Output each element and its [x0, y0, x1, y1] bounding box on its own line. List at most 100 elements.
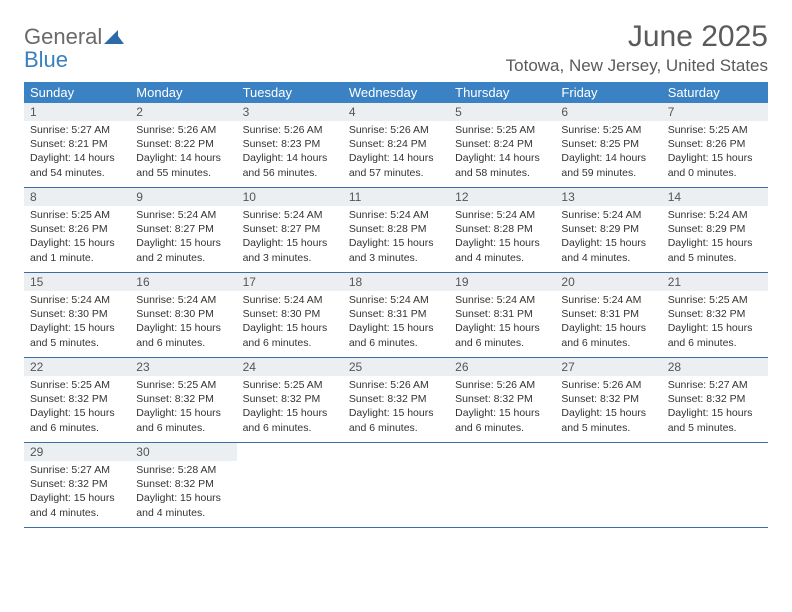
day-line: and 6 minutes.	[349, 421, 443, 435]
day-body: Sunrise: 5:24 AMSunset: 8:27 PMDaylight:…	[130, 206, 236, 269]
day-header-cell: Tuesday	[237, 82, 343, 103]
day-line: Sunset: 8:31 PM	[561, 307, 655, 321]
day-body: Sunrise: 5:25 AMSunset: 8:32 PMDaylight:…	[24, 376, 130, 439]
calendar-bottom-rule	[24, 527, 768, 528]
day-line: Daylight: 15 hours	[349, 406, 443, 420]
day-cell: 2Sunrise: 5:26 AMSunset: 8:22 PMDaylight…	[130, 103, 236, 187]
day-number: 26	[449, 358, 555, 376]
day-body: Sunrise: 5:24 AMSunset: 8:29 PMDaylight:…	[555, 206, 661, 269]
day-cell: 18Sunrise: 5:24 AMSunset: 8:31 PMDayligh…	[343, 273, 449, 357]
week-row: 8Sunrise: 5:25 AMSunset: 8:26 PMDaylight…	[24, 187, 768, 272]
day-number: 24	[237, 358, 343, 376]
day-body: Sunrise: 5:26 AMSunset: 8:32 PMDaylight:…	[555, 376, 661, 439]
day-line: Daylight: 15 hours	[30, 406, 124, 420]
day-number: 29	[24, 443, 130, 461]
day-cell: 14Sunrise: 5:24 AMSunset: 8:29 PMDayligh…	[662, 188, 768, 272]
day-line: and 54 minutes.	[30, 166, 124, 180]
day-line: Sunset: 8:32 PM	[136, 392, 230, 406]
day-line: Sunset: 8:32 PM	[668, 392, 762, 406]
day-line: Sunset: 8:26 PM	[30, 222, 124, 236]
day-line: Sunset: 8:22 PM	[136, 137, 230, 151]
logo: General Blue	[24, 20, 124, 72]
day-cell: 3Sunrise: 5:26 AMSunset: 8:23 PMDaylight…	[237, 103, 343, 187]
day-line: Daylight: 15 hours	[668, 321, 762, 335]
day-header-cell: Saturday	[662, 82, 768, 103]
day-line: Daylight: 15 hours	[30, 491, 124, 505]
day-number: 9	[130, 188, 236, 206]
day-line: and 6 minutes.	[243, 421, 337, 435]
day-cell: 8Sunrise: 5:25 AMSunset: 8:26 PMDaylight…	[24, 188, 130, 272]
day-line: Daylight: 15 hours	[136, 491, 230, 505]
day-line: Sunset: 8:30 PM	[243, 307, 337, 321]
day-line: and 58 minutes.	[455, 166, 549, 180]
day-line: Sunrise: 5:26 AM	[243, 123, 337, 137]
day-line: and 57 minutes.	[349, 166, 443, 180]
day-cell: 19Sunrise: 5:24 AMSunset: 8:31 PMDayligh…	[449, 273, 555, 357]
day-body: Sunrise: 5:26 AMSunset: 8:24 PMDaylight:…	[343, 121, 449, 184]
day-line: Sunset: 8:27 PM	[243, 222, 337, 236]
day-line: Daylight: 15 hours	[136, 321, 230, 335]
day-line: Sunrise: 5:25 AM	[668, 123, 762, 137]
day-line: Sunrise: 5:27 AM	[30, 123, 124, 137]
day-cell: 20Sunrise: 5:24 AMSunset: 8:31 PMDayligh…	[555, 273, 661, 357]
day-line: Daylight: 15 hours	[136, 406, 230, 420]
week-row: 22Sunrise: 5:25 AMSunset: 8:32 PMDayligh…	[24, 357, 768, 442]
day-line: and 6 minutes.	[349, 336, 443, 350]
day-line: Sunrise: 5:27 AM	[668, 378, 762, 392]
day-line: Sunrise: 5:24 AM	[349, 208, 443, 222]
day-line: and 5 minutes.	[30, 336, 124, 350]
week-row: 15Sunrise: 5:24 AMSunset: 8:30 PMDayligh…	[24, 272, 768, 357]
day-line: Sunset: 8:26 PM	[668, 137, 762, 151]
day-line: Sunrise: 5:28 AM	[136, 463, 230, 477]
day-line: Sunrise: 5:25 AM	[30, 378, 124, 392]
day-number: 14	[662, 188, 768, 206]
day-line: and 4 minutes.	[455, 251, 549, 265]
day-body: Sunrise: 5:24 AMSunset: 8:27 PMDaylight:…	[237, 206, 343, 269]
day-line: Sunrise: 5:24 AM	[455, 208, 549, 222]
day-line: Daylight: 15 hours	[136, 236, 230, 250]
day-line: Daylight: 15 hours	[455, 406, 549, 420]
day-line: and 3 minutes.	[243, 251, 337, 265]
day-number: 11	[343, 188, 449, 206]
day-number: 25	[343, 358, 449, 376]
day-body: Sunrise: 5:25 AMSunset: 8:32 PMDaylight:…	[130, 376, 236, 439]
day-body: Sunrise: 5:28 AMSunset: 8:32 PMDaylight:…	[130, 461, 236, 524]
day-line: Daylight: 15 hours	[668, 151, 762, 165]
day-header-cell: Wednesday	[343, 82, 449, 103]
day-line: and 5 minutes.	[668, 421, 762, 435]
day-line: Sunset: 8:32 PM	[455, 392, 549, 406]
day-line: Sunset: 8:29 PM	[561, 222, 655, 236]
day-body: Sunrise: 5:27 AMSunset: 8:32 PMDaylight:…	[662, 376, 768, 439]
day-line: Daylight: 14 hours	[136, 151, 230, 165]
day-line: Daylight: 15 hours	[30, 236, 124, 250]
header: General Blue June 2025 Totowa, New Jerse…	[24, 20, 768, 76]
day-line: and 6 minutes.	[668, 336, 762, 350]
day-cell: 17Sunrise: 5:24 AMSunset: 8:30 PMDayligh…	[237, 273, 343, 357]
day-line: Daylight: 15 hours	[349, 236, 443, 250]
day-cell	[555, 443, 661, 527]
day-body: Sunrise: 5:25 AMSunset: 8:26 PMDaylight:…	[662, 121, 768, 184]
day-number: 15	[24, 273, 130, 291]
day-line: Daylight: 15 hours	[668, 236, 762, 250]
day-number: 1	[24, 103, 130, 121]
day-line: and 6 minutes.	[243, 336, 337, 350]
day-line: and 6 minutes.	[455, 421, 549, 435]
day-line: and 0 minutes.	[668, 166, 762, 180]
day-line: Sunrise: 5:24 AM	[136, 208, 230, 222]
day-number: 23	[130, 358, 236, 376]
day-number: 13	[555, 188, 661, 206]
day-line: Sunset: 8:32 PM	[30, 477, 124, 491]
day-number: 21	[662, 273, 768, 291]
day-number: 12	[449, 188, 555, 206]
day-line: Sunrise: 5:25 AM	[30, 208, 124, 222]
day-line: Sunset: 8:31 PM	[455, 307, 549, 321]
day-line: Sunset: 8:21 PM	[30, 137, 124, 151]
day-body: Sunrise: 5:24 AMSunset: 8:29 PMDaylight:…	[662, 206, 768, 269]
day-cell: 10Sunrise: 5:24 AMSunset: 8:27 PMDayligh…	[237, 188, 343, 272]
day-number: 17	[237, 273, 343, 291]
day-cell: 15Sunrise: 5:24 AMSunset: 8:30 PMDayligh…	[24, 273, 130, 357]
day-body: Sunrise: 5:27 AMSunset: 8:32 PMDaylight:…	[24, 461, 130, 524]
day-line: Daylight: 15 hours	[561, 236, 655, 250]
day-cell: 1Sunrise: 5:27 AMSunset: 8:21 PMDaylight…	[24, 103, 130, 187]
day-body: Sunrise: 5:25 AMSunset: 8:32 PMDaylight:…	[237, 376, 343, 439]
